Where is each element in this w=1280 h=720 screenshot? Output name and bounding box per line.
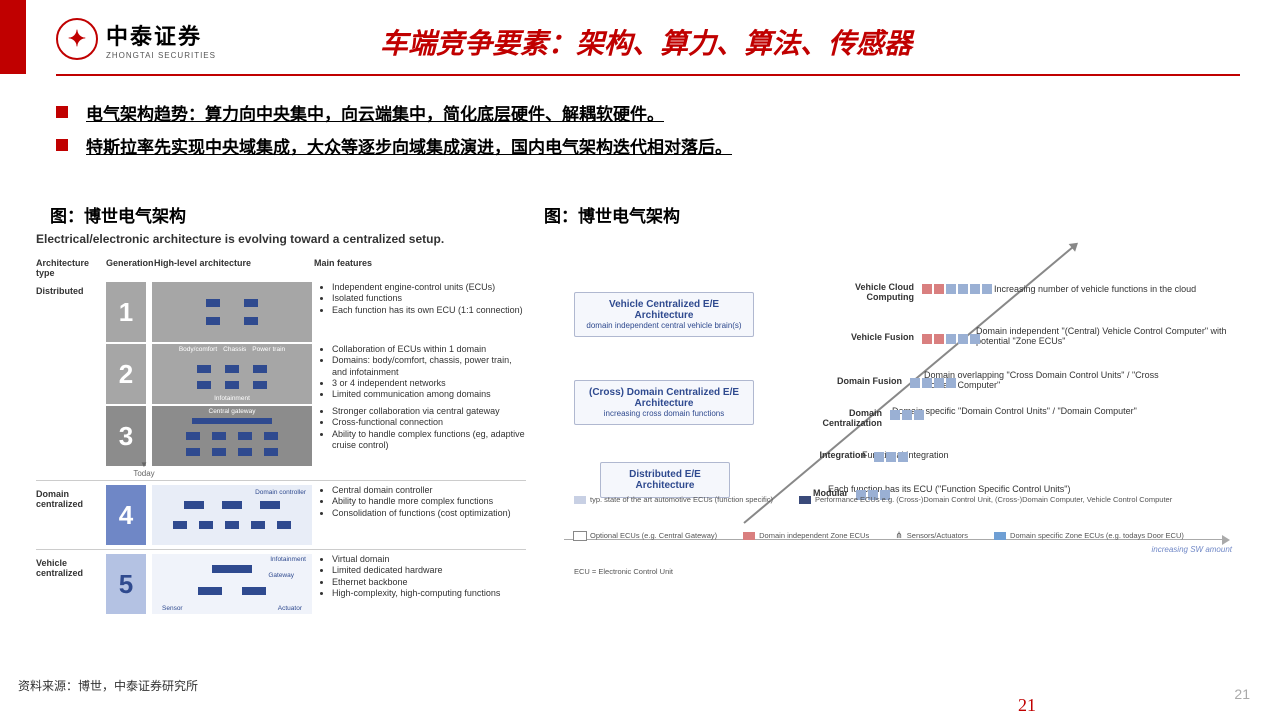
- level-label: Integration: [776, 450, 866, 460]
- legend-item: ⋔Sensors/Actuators: [895, 530, 968, 541]
- bullet-text: 电气架构趋势：算力向中央集中，向云端集中，简化底层硬件、解耦软硬件。: [86, 100, 664, 125]
- feature-item: Central domain controller: [332, 485, 526, 496]
- feature-item: Cross-functional connection: [332, 417, 526, 428]
- arch-type-label: Vehicle centralized: [36, 554, 106, 614]
- legend-item: Optional ECUs (e.g. Central Gateway): [574, 530, 717, 541]
- level-description: Increasing number of vehicle functions i…: [994, 284, 1254, 294]
- legend-item: typ. state of the art automotive ECUs (f…: [574, 495, 773, 504]
- architecture-diagram: [152, 282, 312, 342]
- logo-en: ZHONGTAI SECURITIES: [106, 51, 216, 60]
- generation-number: 1: [106, 282, 146, 342]
- source-text: 资料来源：博世，中泰证券研究所: [18, 677, 198, 694]
- page-number-red: 21: [1018, 695, 1036, 716]
- architecture-row: Domain centralized4Domain controllerCent…: [36, 485, 526, 545]
- ecu-cluster-icon: [910, 378, 956, 388]
- architecture-diagram: InfotainmentGatewaySensorActuator: [152, 554, 312, 614]
- feature-item: Ethernet backbone: [332, 577, 526, 588]
- page-number-gray: 21: [1234, 686, 1250, 702]
- arch-type-label: Distributed: [36, 282, 106, 342]
- ecu-cluster-icon: [890, 410, 924, 420]
- figure1: Electrical/electronic architecture is ev…: [36, 232, 526, 616]
- level-description: Domain specific "Domain Control Units" /…: [892, 406, 1152, 416]
- bullet-text: 特斯拉率先实现中央域集成，大众等逐步向域集成演进，国内电气架构迭代相对落后。: [86, 133, 732, 158]
- generation-number: 3: [106, 406, 146, 466]
- architecture-diagram: Central gateway: [152, 406, 312, 466]
- generation-number: 4: [106, 485, 146, 545]
- architecture-row: 2Body/comfortChassisPower trainInfotainm…: [36, 344, 526, 404]
- col-header: High-level architecture: [154, 258, 314, 278]
- features-list: Stronger collaboration via central gatew…: [318, 406, 526, 466]
- legend-item: Domain independent Zone ECUs: [743, 530, 869, 541]
- ecu-cluster-icon: [922, 284, 992, 294]
- ecu-cluster-icon: [922, 334, 980, 344]
- level-label: Vehicle Fusion: [824, 332, 914, 342]
- feature-item: Isolated functions: [332, 293, 526, 304]
- arch-type-label: [36, 344, 106, 404]
- slide-title: 车端竞争要素：架构、算力、算法、传感器: [380, 22, 912, 62]
- feature-item: Consolidation of functions (cost optimiz…: [332, 508, 526, 519]
- bullet-list: 电气架构趋势：算力向中央集中，向云端集中，简化底层硬件、解耦软硬件。 特斯拉率先…: [56, 100, 732, 166]
- feature-item: Limited dedicated hardware: [332, 565, 526, 576]
- logo-icon: ✦: [56, 18, 98, 60]
- figure2-legend: typ. state of the art automotive ECUs (f…: [574, 495, 1224, 576]
- bullet-square-icon: [56, 106, 68, 118]
- architecture-row: Distributed1 Independent engine-control u…: [36, 282, 526, 342]
- bullet-item: 电气架构趋势：算力向中央集中，向云端集中，简化底层硬件、解耦软硬件。: [56, 100, 732, 125]
- feature-item: Ability to handle more complex functions: [332, 496, 526, 507]
- ecu-cluster-icon: [874, 452, 908, 462]
- feature-item: Stronger collaboration via central gatew…: [332, 406, 526, 417]
- figure1-headers: Architecture type Generation High-level …: [36, 258, 526, 278]
- today-marker: ▼Today: [114, 460, 174, 478]
- stage-box: Distributed E/E Architecture: [600, 462, 730, 498]
- feature-item: Domains: body/comfort, chassis, power tr…: [332, 355, 526, 378]
- stage-box: (Cross) Domain Centralized E/E Architect…: [574, 380, 754, 425]
- level-label: Vehicle Cloud Computing: [824, 282, 914, 302]
- level-label: Domain Centralization: [792, 408, 882, 428]
- feature-item: Each function has its own ECU (1:1 conne…: [332, 305, 526, 316]
- legend-item: Performance ECUs e.g. (Cross-)Domain Con…: [799, 495, 1172, 504]
- stage-box: Vehicle Centralized E/E Architecturedoma…: [574, 292, 754, 337]
- logo: ✦ 中泰证券 ZHONGTAI SECURITIES: [56, 18, 216, 60]
- figure1-subtitle: Electrical/electronic architecture is ev…: [36, 232, 526, 246]
- legend-item: Domain specific Zone ECUs (e.g. todays D…: [994, 530, 1184, 541]
- feature-item: 3 or 4 independent networks: [332, 378, 526, 389]
- legend-item: ECU = Electronic Control Unit: [574, 567, 673, 576]
- features-list: Independent engine-control units (ECUs)I…: [318, 282, 526, 342]
- level-label: Domain Fusion: [812, 376, 902, 386]
- architecture-row: Vehicle centralized5InfotainmentGatewayS…: [36, 554, 526, 614]
- features-list: Virtual domainLimited dedicated hardware…: [318, 554, 526, 614]
- feature-item: Virtual domain: [332, 554, 526, 565]
- features-list: Central domain controllerAbility to hand…: [318, 485, 526, 545]
- title-underline: [56, 74, 1240, 76]
- figure2-title: 图：博世电气架构: [544, 202, 680, 227]
- figure1-title: 图：博世电气架构: [50, 202, 186, 227]
- col-header: Generation: [106, 258, 154, 278]
- arch-type-label: [36, 406, 106, 466]
- col-header: Main features: [314, 258, 526, 278]
- corner-red-block: [0, 0, 26, 74]
- architecture-diagram: Domain controller: [152, 485, 312, 545]
- feature-item: Collaboration of ECUs within 1 domain: [332, 344, 526, 355]
- arch-type-label: Domain centralized: [36, 485, 106, 545]
- architecture-row: 3Central gateway Stronger collaboration v…: [36, 406, 526, 466]
- feature-item: Independent engine-control units (ECUs): [332, 282, 526, 293]
- bullet-item: 特斯拉率先实现中央域集成，大众等逐步向域集成演进，国内电气架构迭代相对落后。: [56, 133, 732, 158]
- features-list: Collaboration of ECUs within 1 domainDom…: [318, 344, 526, 404]
- col-header: Architecture type: [36, 258, 106, 278]
- figure2: Vehicle Centralized E/E Architecturedoma…: [544, 272, 1244, 572]
- level-description: Domain independent "(Central) Vehicle Co…: [976, 326, 1236, 346]
- generation-number: 2: [106, 344, 146, 404]
- bullet-square-icon: [56, 139, 68, 151]
- feature-item: Ability to handle complex functions (eg,…: [332, 429, 526, 452]
- generation-number: 5: [106, 554, 146, 614]
- level-description: Domain overlapping "Cross Domain Control…: [924, 370, 1184, 390]
- feature-item: Limited communication among domains: [332, 389, 526, 400]
- feature-item: High-complexity, high-computing function…: [332, 588, 526, 599]
- architecture-diagram: Body/comfortChassisPower trainInfotainme…: [152, 344, 312, 404]
- logo-cn: 中泰证券: [106, 19, 216, 51]
